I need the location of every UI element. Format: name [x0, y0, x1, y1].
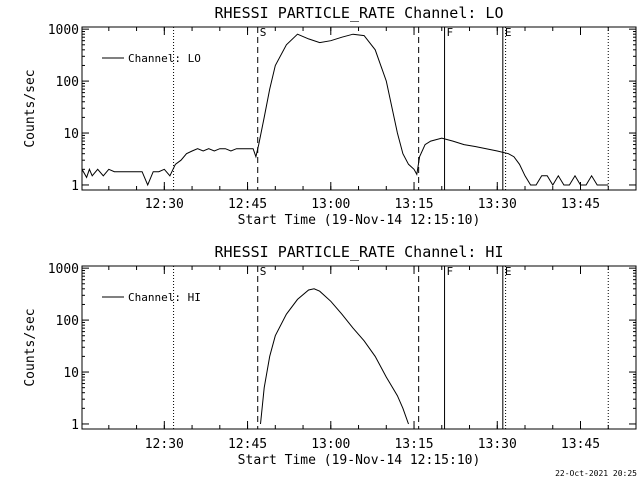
panel-hi: RHESSI PARTICLE_RATE Channel: HI S F E 1 10 10…	[23, 243, 637, 468]
y-axis-label: Counts/sec	[23, 308, 38, 386]
marker-label-s: S	[260, 265, 267, 278]
y-tick-label: 1000	[48, 262, 79, 277]
marker-label-f: F	[447, 265, 454, 278]
x-tick-label: 13:00	[311, 437, 350, 452]
series-line-0	[260, 288, 409, 425]
chart-title: RHESSI PARTICLE_RATE Channel: HI	[215, 243, 504, 261]
x-axis-label: Start Time (19-Nov-14 12:15:10)	[238, 213, 481, 228]
y-tick-label: 1	[71, 418, 79, 433]
marker-label-f: F	[447, 26, 454, 39]
y-tick-label: 1000	[48, 23, 79, 38]
marker-label-e: E	[505, 26, 512, 39]
x-tick-label: 12:45	[228, 437, 267, 452]
x-tick-label: 12:30	[145, 197, 184, 212]
x-tick-label: 12:45	[228, 197, 267, 212]
y-axis-label: Counts/sec	[23, 69, 38, 147]
y-tick-label: 100	[56, 75, 79, 90]
y-tick-label: 10	[63, 366, 79, 381]
legend-label: Channel: HI	[128, 291, 201, 304]
x-tick-label: 13:00	[311, 197, 350, 212]
chart-title: RHESSI PARTICLE_RATE Channel: LO	[215, 4, 504, 22]
x-tick-label: 13:45	[561, 437, 600, 452]
x-tick-label: 13:15	[394, 197, 433, 212]
y-tick-label: 100	[56, 314, 79, 329]
marker-label-s: S	[260, 26, 267, 39]
x-axis-label: Start Time (19-Nov-14 12:15:10)	[238, 453, 481, 468]
legend-label: Channel: LO	[128, 52, 201, 65]
x-tick-label: 13:30	[478, 197, 517, 212]
series-line-0	[82, 33, 609, 187]
x-tick-label: 12:30	[145, 437, 184, 452]
y-tick-label: 1	[71, 179, 79, 194]
timestamp: 22-Oct-2021 20:25	[555, 469, 637, 478]
x-tick-label: 13:45	[561, 197, 600, 212]
x-tick-label: 13:15	[394, 437, 433, 452]
marker-label-e: E	[505, 265, 512, 278]
panel-lo: RHESSI PARTICLE_RATE Channel: LO S F E 1 10 10…	[23, 4, 637, 228]
x-tick-label: 13:30	[478, 437, 517, 452]
y-tick-label: 10	[63, 127, 79, 142]
